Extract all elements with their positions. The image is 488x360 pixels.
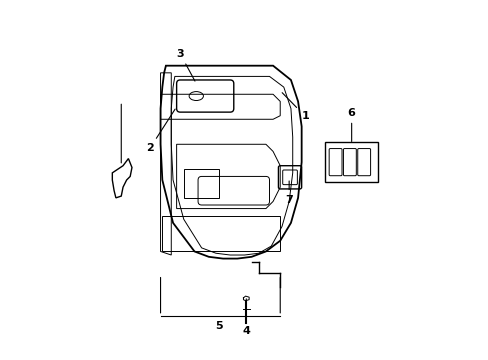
Text: 4: 4 — [242, 299, 250, 336]
Text: 6: 6 — [347, 108, 355, 141]
Text: 1: 1 — [282, 93, 308, 121]
Text: 3: 3 — [176, 49, 195, 81]
Text: 5: 5 — [215, 321, 223, 332]
Text: 2: 2 — [145, 109, 175, 153]
Text: 7: 7 — [285, 181, 292, 205]
